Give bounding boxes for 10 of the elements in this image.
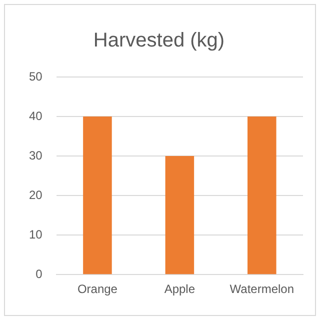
y-tick-label: 50	[28, 69, 43, 84]
y-tick-label: 0	[36, 266, 43, 281]
x-tick-label: Orange	[77, 282, 118, 296]
y-tick-label: 20	[28, 188, 43, 202]
x-tick-label: Watermelon	[230, 282, 294, 296]
y-tick-label: 30	[28, 148, 43, 162]
y-tick-label: 10	[28, 227, 43, 242]
x-tick-label: Apple	[164, 282, 196, 296]
chart-title: Harvested (kg)	[93, 30, 225, 52]
y-tick-label: 40	[28, 108, 43, 123]
